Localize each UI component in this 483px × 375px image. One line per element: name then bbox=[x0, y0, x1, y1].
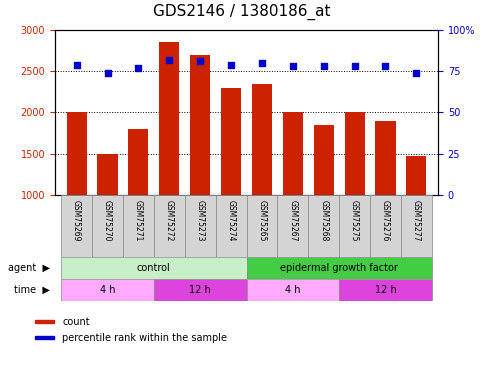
Bar bbox=[406, 156, 426, 195]
Text: GDS2146 / 1380186_at: GDS2146 / 1380186_at bbox=[153, 4, 330, 20]
Bar bbox=[159, 42, 179, 195]
Text: GSM75268: GSM75268 bbox=[319, 200, 328, 242]
Bar bbox=[190, 55, 210, 195]
Text: count: count bbox=[62, 316, 90, 327]
Bar bbox=[344, 112, 365, 195]
Text: GSM75276: GSM75276 bbox=[381, 200, 390, 242]
Point bbox=[320, 63, 327, 69]
Point bbox=[165, 57, 173, 63]
Text: control: control bbox=[137, 263, 170, 273]
Bar bbox=[283, 112, 303, 195]
Bar bbox=[128, 129, 148, 195]
Point bbox=[104, 70, 112, 76]
Bar bbox=[339, 279, 432, 301]
Point bbox=[412, 70, 420, 76]
Text: GSM75277: GSM75277 bbox=[412, 200, 421, 242]
Text: GSM75269: GSM75269 bbox=[72, 200, 81, 242]
Bar bbox=[339, 195, 370, 257]
Bar bbox=[370, 195, 401, 257]
Text: percentile rank within the sample: percentile rank within the sample bbox=[62, 333, 227, 343]
Point bbox=[351, 63, 358, 69]
Bar bbox=[98, 154, 117, 195]
Bar bbox=[277, 195, 308, 257]
Text: GSM75272: GSM75272 bbox=[165, 200, 174, 242]
Bar bbox=[35, 320, 54, 323]
Bar bbox=[61, 257, 246, 279]
Text: 12 h: 12 h bbox=[375, 285, 397, 295]
Text: time  ▶: time ▶ bbox=[14, 285, 50, 295]
Text: GSM75271: GSM75271 bbox=[134, 200, 143, 242]
Bar bbox=[313, 125, 334, 195]
Point bbox=[382, 63, 389, 69]
Text: agent  ▶: agent ▶ bbox=[8, 263, 50, 273]
Bar bbox=[35, 336, 54, 339]
Text: 4 h: 4 h bbox=[285, 285, 300, 295]
Point bbox=[258, 60, 266, 66]
Bar bbox=[252, 84, 272, 195]
Bar bbox=[123, 195, 154, 257]
Bar bbox=[401, 195, 432, 257]
Bar bbox=[154, 279, 246, 301]
Bar bbox=[221, 88, 241, 195]
Point bbox=[289, 63, 297, 69]
Point bbox=[227, 62, 235, 68]
Bar bbox=[61, 279, 154, 301]
Text: GSM75270: GSM75270 bbox=[103, 200, 112, 242]
Point bbox=[196, 58, 204, 64]
Bar bbox=[246, 279, 339, 301]
Bar bbox=[154, 195, 185, 257]
Text: GSM75275: GSM75275 bbox=[350, 200, 359, 242]
Text: GSM75274: GSM75274 bbox=[227, 200, 236, 242]
Text: GSM75265: GSM75265 bbox=[257, 200, 267, 242]
Bar bbox=[308, 195, 339, 257]
Point bbox=[73, 62, 81, 68]
Bar bbox=[246, 257, 432, 279]
Text: GSM75273: GSM75273 bbox=[196, 200, 205, 242]
Text: 12 h: 12 h bbox=[189, 285, 211, 295]
Bar bbox=[185, 195, 215, 257]
Bar bbox=[375, 121, 396, 195]
Text: 4 h: 4 h bbox=[100, 285, 115, 295]
Bar bbox=[92, 195, 123, 257]
Text: GSM75267: GSM75267 bbox=[288, 200, 298, 242]
Bar bbox=[61, 195, 92, 257]
Point bbox=[135, 65, 142, 71]
Text: epidermal growth factor: epidermal growth factor bbox=[280, 263, 398, 273]
Bar bbox=[215, 195, 246, 257]
Bar bbox=[246, 195, 277, 257]
Bar bbox=[67, 112, 86, 195]
